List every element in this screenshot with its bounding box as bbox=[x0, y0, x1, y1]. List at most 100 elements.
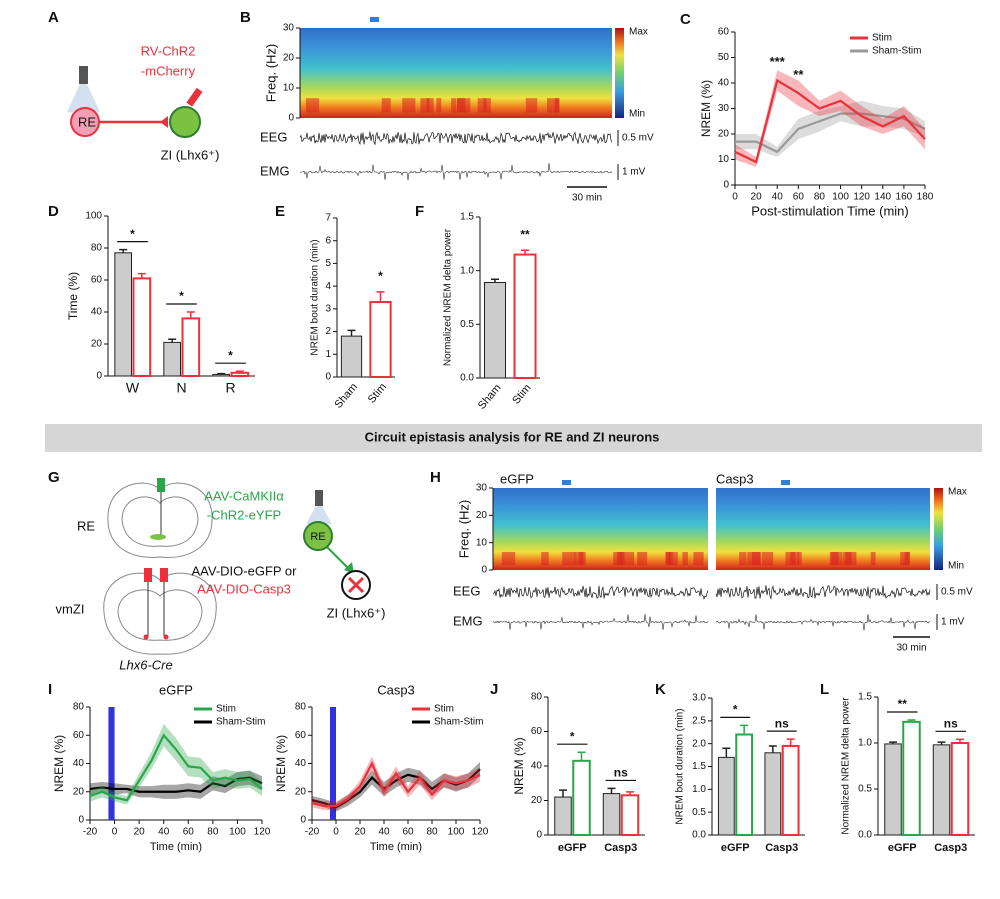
y-tick-label: 1.5 bbox=[692, 761, 706, 772]
x-tick-label: 40 bbox=[158, 827, 170, 838]
emg-trace bbox=[492, 614, 709, 630]
spectral-burst bbox=[751, 551, 760, 566]
legend-label: Stim bbox=[216, 704, 236, 715]
legend-label: Stim bbox=[872, 33, 892, 44]
error-bar bbox=[168, 338, 177, 343]
scale-label: 1 mV bbox=[941, 617, 965, 628]
spectral-burst bbox=[620, 551, 635, 566]
legend-label: Sham-Stim bbox=[216, 717, 265, 728]
line bbox=[734, 78, 926, 164]
banner-text: Circuit epistasis analysis for RE and ZI… bbox=[365, 429, 660, 444]
trace-label: EMG bbox=[453, 613, 483, 628]
node-label: ZI (Lhx6⁺) bbox=[161, 147, 220, 162]
x-tick-label: 0 bbox=[732, 192, 738, 203]
bar bbox=[950, 742, 970, 836]
light-cone bbox=[67, 84, 100, 112]
syringe bbox=[160, 568, 168, 582]
panel-letter: J bbox=[490, 681, 498, 698]
x-tick-label: 120 bbox=[472, 827, 489, 838]
panel-letter: L bbox=[820, 681, 829, 698]
emg-trace bbox=[299, 162, 613, 181]
y-axis-label: Freq. (Hz) bbox=[263, 44, 278, 103]
y-tick-label: 30 bbox=[283, 23, 295, 34]
scale-label: 30 min bbox=[896, 643, 926, 654]
spectral-burst bbox=[665, 551, 673, 566]
y-tick-label: 1.0 bbox=[692, 784, 706, 795]
x-tick-label: eGFP bbox=[888, 842, 917, 854]
spectral-burst bbox=[739, 551, 747, 566]
scale-label: 30 min bbox=[572, 193, 602, 204]
banner bbox=[45, 424, 982, 452]
y-tick-label: 0 bbox=[288, 113, 294, 124]
x-tick-label: N bbox=[176, 380, 186, 396]
spectrogram-title: eGFP bbox=[500, 471, 534, 486]
annotation: * bbox=[570, 729, 575, 743]
injection-site bbox=[150, 534, 166, 540]
spectral-burst bbox=[578, 551, 586, 566]
virus-label: -ChR2-eYFP bbox=[207, 507, 281, 522]
y-tick-label: 0.5 bbox=[692, 807, 706, 818]
color-bar-label: Max bbox=[629, 27, 648, 38]
spectral-burst bbox=[451, 98, 457, 113]
y-axis-label: NREM bout duration (min) bbox=[675, 708, 686, 824]
panel-letter: I bbox=[48, 681, 52, 698]
y-tick-label: 10 bbox=[476, 537, 488, 548]
spectral-burst bbox=[637, 551, 648, 566]
y-tick-label: 30 bbox=[718, 103, 730, 114]
y-tick-label: 40 bbox=[718, 78, 730, 89]
spectral-burst bbox=[483, 98, 491, 113]
injection-site bbox=[163, 634, 169, 640]
error-band bbox=[90, 723, 262, 805]
panel-letter: B bbox=[240, 9, 251, 26]
trace-label: EMG bbox=[260, 163, 290, 178]
spectral-burst bbox=[900, 551, 910, 566]
scale-label: 0.5 mV bbox=[941, 587, 973, 598]
arrowhead bbox=[160, 116, 168, 128]
error-bar bbox=[521, 249, 529, 255]
bar bbox=[181, 317, 201, 377]
bar bbox=[340, 335, 363, 378]
y-tick-label: 20 bbox=[73, 786, 85, 797]
x-tick-label: Sham bbox=[476, 382, 504, 412]
spectral-burst bbox=[477, 98, 487, 113]
x-tick-label: 20 bbox=[134, 827, 146, 838]
diagram-g bbox=[103, 482, 217, 655]
y-tick-label: 0.0 bbox=[692, 830, 706, 841]
annotation: * bbox=[733, 703, 738, 717]
y-tick-label: 80 bbox=[91, 243, 103, 254]
error-bar bbox=[577, 751, 586, 761]
x-tick-label: 80 bbox=[814, 192, 826, 203]
y-tick-label: 20 bbox=[91, 339, 103, 350]
line bbox=[311, 760, 481, 807]
error-band bbox=[735, 70, 925, 168]
bar bbox=[932, 744, 951, 836]
annotation: * bbox=[130, 227, 135, 241]
error-bar bbox=[235, 370, 244, 373]
projection bbox=[325, 545, 349, 569]
bar bbox=[884, 743, 902, 836]
error-bar bbox=[491, 278, 499, 283]
line bbox=[89, 733, 263, 802]
x-tick-label: 80 bbox=[207, 827, 219, 838]
region-label: vmZI bbox=[56, 601, 85, 616]
annotation: ** bbox=[793, 67, 804, 82]
spectral-burst bbox=[562, 551, 576, 566]
spectral-burst bbox=[554, 98, 560, 113]
spectrogram-title: Casp3 bbox=[716, 471, 754, 486]
x-axis-label: Post-stimulation Time (min) bbox=[751, 203, 908, 218]
line bbox=[89, 776, 263, 793]
x-tick-label: 80 bbox=[426, 827, 438, 838]
error-bar bbox=[955, 738, 964, 743]
y-tick-label: 40 bbox=[73, 758, 85, 769]
color-bar-label: Max bbox=[948, 487, 967, 498]
eeg-trace bbox=[715, 585, 931, 600]
y-axis-label: NREM bout duration (min) bbox=[310, 239, 321, 355]
annotation: *** bbox=[770, 54, 786, 69]
x-tick-label: 100 bbox=[448, 827, 465, 838]
virus-label: AAV-CaMKIIα bbox=[204, 488, 284, 503]
y-tick-label: 30 bbox=[476, 483, 488, 494]
chart-title: Casp3 bbox=[377, 682, 415, 697]
x-tick-label: eGFP bbox=[721, 842, 750, 854]
y-tick-label: 80 bbox=[295, 702, 307, 713]
y-tick-label: 60 bbox=[91, 275, 103, 286]
